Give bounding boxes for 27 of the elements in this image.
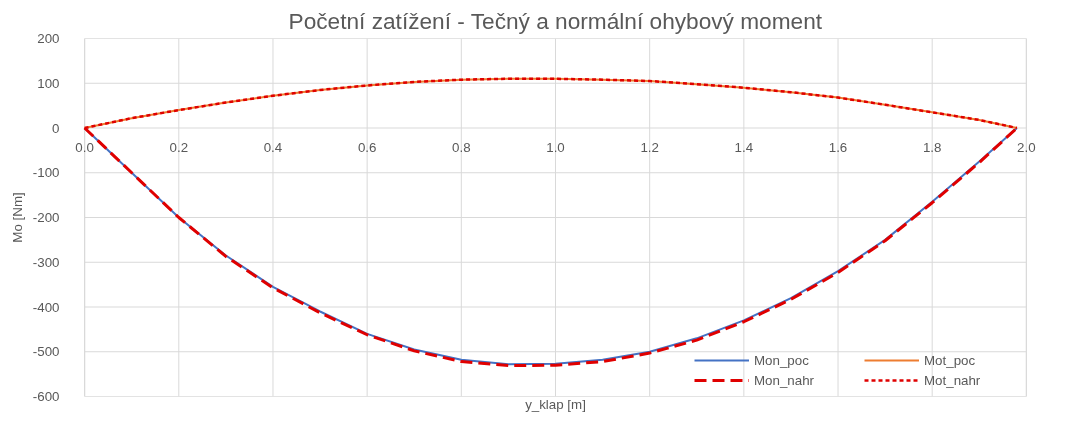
x-tick-label: 0.6 [357,140,377,155]
x-tick-label: 0.4 [263,140,283,155]
y-tick-label: -300 [32,254,60,270]
x-tick-label: 1.4 [734,140,754,155]
x-tick-label: 1.8 [922,140,942,155]
x-tick-label: 1.2 [640,140,659,155]
x-tick-label: 0.0 [75,140,94,155]
x-tick-label: 1.0 [546,140,565,155]
x-axis-title: y_klap [m] [525,396,586,412]
legend-label: Mon_nahr [754,372,816,388]
y-tick-label: -200 [32,210,60,225]
legend-label: Mot_poc [924,352,977,368]
y-tick-label: 200 [37,31,60,46]
y-tick-label: -600 [32,389,60,404]
y-axis-title: Mo [Nm] [9,192,25,243]
y-tick-label: 0 [52,120,60,136]
y-tick-label: -100 [32,165,60,181]
x-tick-label: 1.6 [828,140,848,155]
y-tick-label: -500 [32,344,60,360]
x-tick-label: 0.2 [169,140,189,155]
x-tick-label: 2.0 [1017,140,1036,155]
chart-title: Početní zatížení - Tečný a normální ohybový moment [288,7,823,34]
x-tick-label: 0.8 [452,140,471,155]
y-tick-label: 100 [37,75,60,91]
legend-label: Mon_poc [754,352,810,368]
y-tick-label: -400 [32,299,60,315]
legend-label: Mot_nahr [924,372,982,388]
